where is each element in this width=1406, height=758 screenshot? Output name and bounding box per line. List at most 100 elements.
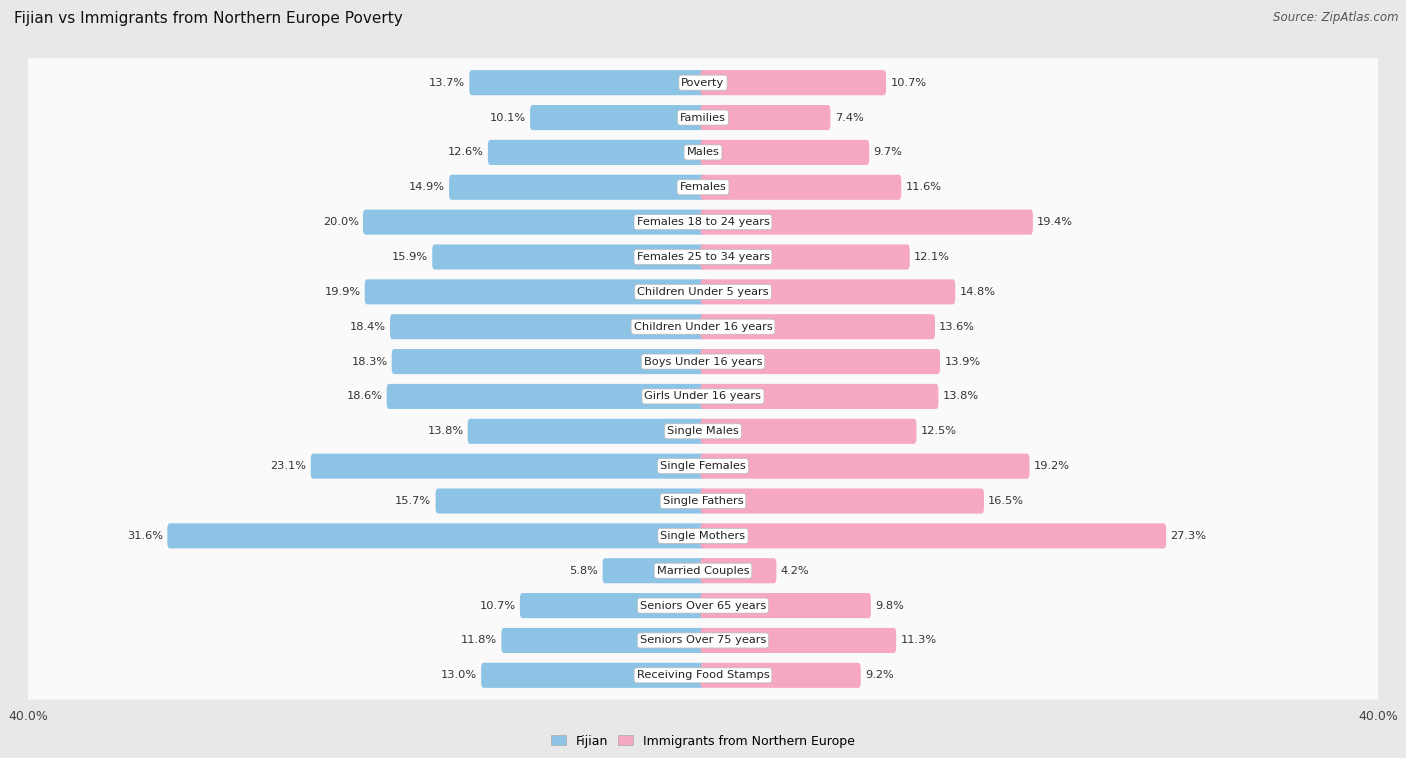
FancyBboxPatch shape (700, 209, 1033, 235)
FancyBboxPatch shape (392, 349, 706, 374)
FancyBboxPatch shape (167, 523, 706, 549)
Text: 10.7%: 10.7% (890, 77, 927, 88)
Text: Females 25 to 34 years: Females 25 to 34 years (637, 252, 769, 262)
Text: 18.3%: 18.3% (352, 356, 388, 367)
Text: 13.6%: 13.6% (939, 321, 976, 332)
FancyBboxPatch shape (449, 175, 706, 200)
FancyBboxPatch shape (22, 547, 1384, 595)
FancyBboxPatch shape (530, 105, 706, 130)
Text: 23.1%: 23.1% (270, 461, 307, 471)
FancyBboxPatch shape (520, 593, 706, 618)
FancyBboxPatch shape (700, 593, 870, 618)
Text: 16.5%: 16.5% (988, 496, 1024, 506)
Text: Receiving Food Stamps: Receiving Food Stamps (637, 670, 769, 681)
Text: 10.7%: 10.7% (479, 600, 516, 611)
FancyBboxPatch shape (603, 558, 706, 583)
Text: Seniors Over 75 years: Seniors Over 75 years (640, 635, 766, 646)
FancyBboxPatch shape (363, 209, 706, 235)
FancyBboxPatch shape (700, 453, 1029, 479)
Text: Females: Females (679, 182, 727, 193)
Text: 9.2%: 9.2% (865, 670, 894, 681)
Text: Single Mothers: Single Mothers (661, 531, 745, 541)
FancyBboxPatch shape (700, 628, 896, 653)
Text: Single Fathers: Single Fathers (662, 496, 744, 506)
FancyBboxPatch shape (502, 628, 706, 653)
Text: 19.2%: 19.2% (1033, 461, 1070, 471)
FancyBboxPatch shape (700, 523, 1166, 549)
FancyBboxPatch shape (700, 384, 938, 409)
Text: 12.6%: 12.6% (447, 147, 484, 158)
Text: Children Under 5 years: Children Under 5 years (637, 287, 769, 297)
FancyBboxPatch shape (22, 198, 1384, 246)
FancyBboxPatch shape (22, 581, 1384, 630)
Text: 20.0%: 20.0% (323, 217, 359, 227)
Text: Females 18 to 24 years: Females 18 to 24 years (637, 217, 769, 227)
Text: 14.9%: 14.9% (409, 182, 444, 193)
FancyBboxPatch shape (311, 453, 706, 479)
FancyBboxPatch shape (22, 128, 1384, 177)
Text: Families: Families (681, 112, 725, 123)
Text: Married Couples: Married Couples (657, 565, 749, 576)
FancyBboxPatch shape (22, 616, 1384, 665)
FancyBboxPatch shape (700, 662, 860, 688)
FancyBboxPatch shape (22, 337, 1384, 386)
Text: 19.9%: 19.9% (325, 287, 360, 297)
Text: 27.3%: 27.3% (1170, 531, 1206, 541)
Text: 12.5%: 12.5% (921, 426, 956, 437)
FancyBboxPatch shape (22, 442, 1384, 490)
FancyBboxPatch shape (22, 302, 1384, 351)
Text: 5.8%: 5.8% (569, 565, 599, 576)
FancyBboxPatch shape (700, 175, 901, 200)
FancyBboxPatch shape (22, 233, 1384, 281)
FancyBboxPatch shape (700, 105, 831, 130)
FancyBboxPatch shape (387, 384, 706, 409)
FancyBboxPatch shape (22, 93, 1384, 142)
Text: 13.8%: 13.8% (427, 426, 464, 437)
Text: 14.8%: 14.8% (959, 287, 995, 297)
FancyBboxPatch shape (700, 558, 776, 583)
Text: 15.9%: 15.9% (392, 252, 427, 262)
FancyBboxPatch shape (22, 268, 1384, 316)
Text: 31.6%: 31.6% (127, 531, 163, 541)
Legend: Fijian, Immigrants from Northern Europe: Fijian, Immigrants from Northern Europe (551, 735, 855, 747)
FancyBboxPatch shape (468, 418, 706, 444)
Text: 11.6%: 11.6% (905, 182, 942, 193)
FancyBboxPatch shape (470, 70, 706, 96)
Text: Poverty: Poverty (682, 77, 724, 88)
Text: 19.4%: 19.4% (1038, 217, 1073, 227)
FancyBboxPatch shape (700, 314, 935, 340)
FancyBboxPatch shape (389, 314, 706, 340)
FancyBboxPatch shape (700, 279, 955, 305)
Text: 15.7%: 15.7% (395, 496, 432, 506)
FancyBboxPatch shape (22, 163, 1384, 211)
FancyBboxPatch shape (700, 418, 917, 444)
Text: 13.9%: 13.9% (945, 356, 980, 367)
Text: Source: ZipAtlas.com: Source: ZipAtlas.com (1274, 11, 1399, 24)
FancyBboxPatch shape (488, 140, 706, 165)
FancyBboxPatch shape (364, 279, 706, 305)
Text: 4.2%: 4.2% (780, 565, 810, 576)
Text: 9.7%: 9.7% (873, 147, 903, 158)
FancyBboxPatch shape (700, 349, 941, 374)
FancyBboxPatch shape (700, 70, 886, 96)
Text: Males: Males (686, 147, 720, 158)
Text: 7.4%: 7.4% (835, 112, 863, 123)
Text: 13.7%: 13.7% (429, 77, 465, 88)
Text: Children Under 16 years: Children Under 16 years (634, 321, 772, 332)
FancyBboxPatch shape (436, 488, 706, 514)
Text: 10.1%: 10.1% (489, 112, 526, 123)
Text: 12.1%: 12.1% (914, 252, 950, 262)
Text: Fijian vs Immigrants from Northern Europe Poverty: Fijian vs Immigrants from Northern Europ… (14, 11, 402, 27)
FancyBboxPatch shape (700, 488, 984, 514)
FancyBboxPatch shape (22, 372, 1384, 421)
Text: 13.0%: 13.0% (441, 670, 477, 681)
Text: 11.8%: 11.8% (461, 635, 498, 646)
Text: 13.8%: 13.8% (942, 391, 979, 402)
FancyBboxPatch shape (22, 58, 1384, 107)
Text: 18.4%: 18.4% (350, 321, 385, 332)
FancyBboxPatch shape (22, 477, 1384, 525)
FancyBboxPatch shape (481, 662, 706, 688)
FancyBboxPatch shape (22, 651, 1384, 700)
Text: 9.8%: 9.8% (875, 600, 904, 611)
Text: Boys Under 16 years: Boys Under 16 years (644, 356, 762, 367)
